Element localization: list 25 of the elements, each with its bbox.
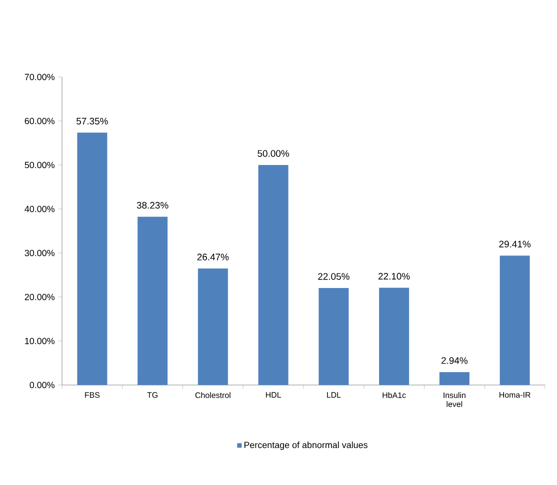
y-tick-label: 20.00% xyxy=(24,294,55,300)
y-tick-label: 10.00% xyxy=(25,338,55,344)
data-label: 22.10% xyxy=(378,272,410,280)
data-label: 57.35% xyxy=(76,118,108,124)
bar xyxy=(318,288,349,385)
bar xyxy=(138,216,168,385)
y-tick-label: 30.00% xyxy=(24,250,55,256)
y-tick-label: 0.00% xyxy=(30,382,55,388)
y-tick-label: 60.00% xyxy=(24,118,55,124)
bar xyxy=(500,256,530,385)
bar xyxy=(379,288,410,385)
data-label: 29.41% xyxy=(499,240,531,248)
bar xyxy=(77,132,108,385)
legend-label: Percentage of abnormal values xyxy=(244,442,368,450)
data-label: 2.94% xyxy=(441,357,468,364)
data-label: 26.47% xyxy=(197,254,229,260)
data-label: 50.00% xyxy=(258,150,290,157)
y-tick-label: 50.00% xyxy=(24,162,55,168)
data-label: 38.23% xyxy=(136,202,168,209)
data-label: 22.05% xyxy=(318,273,350,280)
y-tick-label: 40.00% xyxy=(24,206,55,212)
bar xyxy=(198,268,228,385)
y-tick-label: 70.00% xyxy=(24,74,55,80)
bar xyxy=(439,372,470,385)
bar xyxy=(258,165,288,385)
